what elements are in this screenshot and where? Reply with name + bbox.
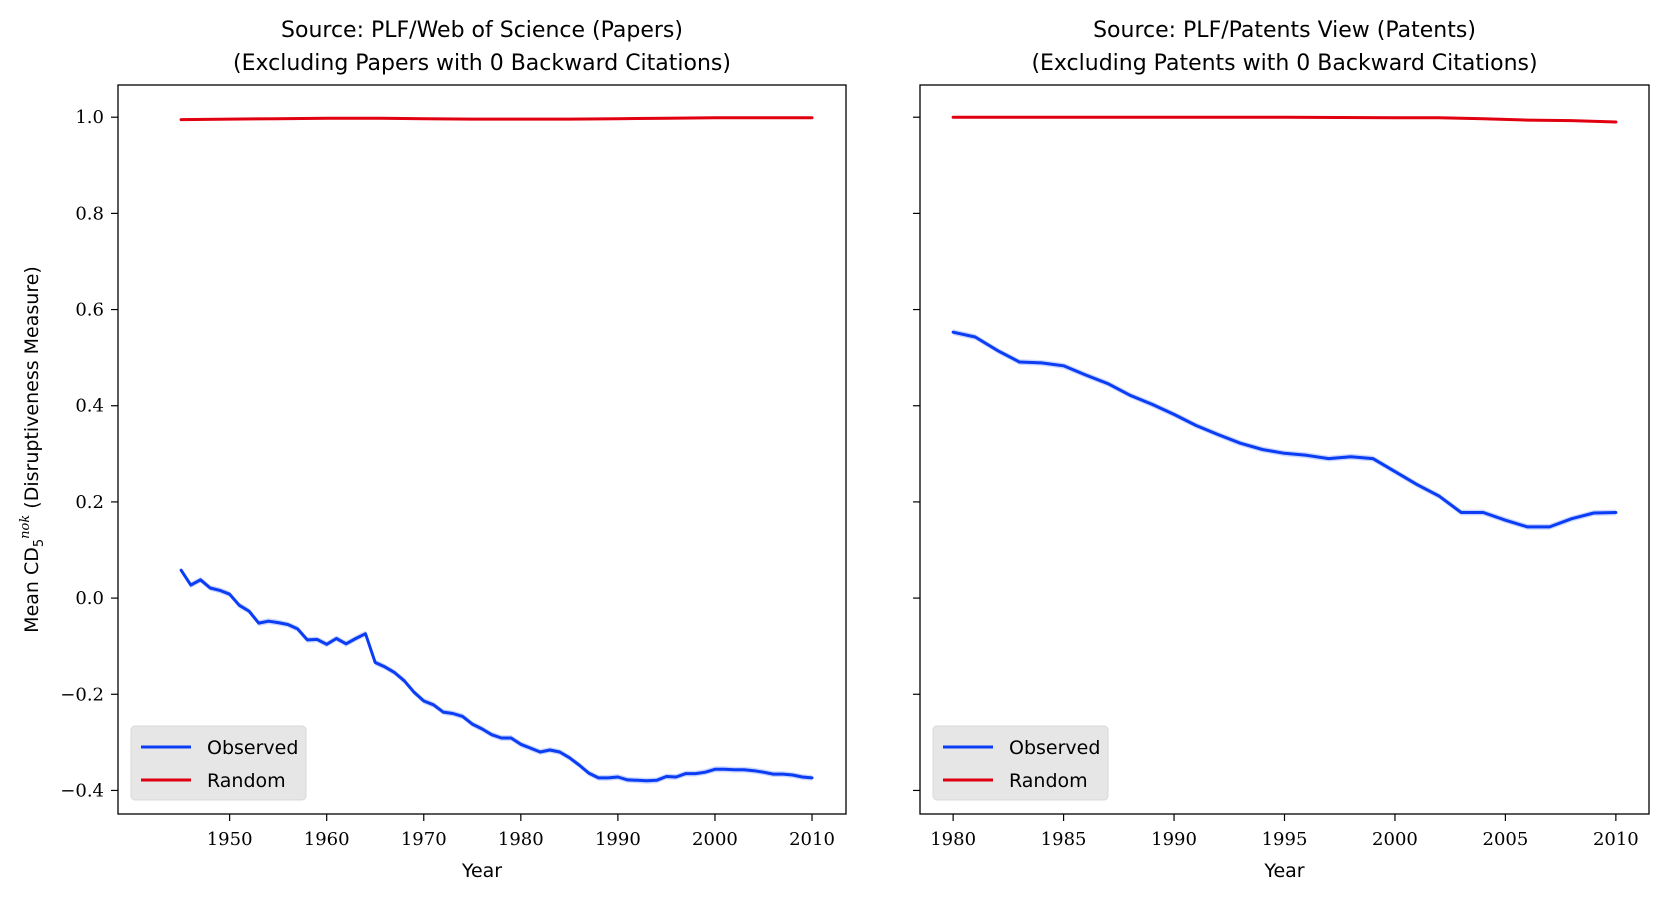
x-tick-label: 2000 [692, 829, 738, 850]
y-tick-label: 0.2 [75, 492, 104, 513]
y-tick-label: 1.0 [75, 107, 104, 128]
series-line-random [951, 115, 1618, 124]
x-tick-label: 2000 [1372, 829, 1418, 850]
legend-label-random: Random [1009, 770, 1088, 792]
y-tick-label: 0.4 [75, 396, 104, 417]
y-axis-label: Mean CD5nok (Disruptiveness Measure) [18, 266, 47, 633]
x-tick-label: 2010 [1593, 829, 1639, 850]
y-tick-label: 0.6 [75, 300, 104, 321]
x-tick-label: 1960 [304, 829, 350, 850]
legend-label-random: Random [207, 770, 286, 792]
y-tick-label: −0.2 [60, 684, 104, 705]
x-axis-label: Year [1263, 860, 1304, 882]
chart-title: Source: PLF/Patents View (Patents) [1093, 18, 1476, 43]
x-tick-label: 1970 [401, 829, 447, 850]
plot-frame [919, 84, 1650, 815]
legend-label-observed: Observed [207, 737, 298, 759]
chart-title: Source: PLF/Web of Science (Papers) [281, 18, 683, 43]
chart-panel-1: 1950 1960 1970 1980 1990 2000 2010 −0.4 −0.2 0.0 0… [18, 18, 847, 882]
x-tick-label: 1980 [498, 829, 544, 850]
y-tick-label: 0.0 [75, 588, 104, 609]
x-tick-label: 2005 [1483, 829, 1529, 850]
x-tick-label: 1995 [1262, 829, 1308, 850]
legend-label-observed: Observed [1009, 737, 1100, 759]
series-line-observed [951, 330, 1618, 529]
x-tick-label: 1985 [1041, 829, 1087, 850]
x-tick-label: 1990 [1151, 829, 1197, 850]
series-line-observed [179, 568, 814, 783]
x-axis-label: Year [461, 860, 502, 882]
series-ci-band-observed [953, 329, 1616, 530]
x-tick-label: 2010 [789, 829, 835, 850]
legend: Observed Random [130, 725, 307, 801]
legend: Observed Random [932, 725, 1109, 801]
series-line-random [179, 116, 814, 122]
chart-panel-2: 1980 1985 1990 1995 2000 2005 2010 Source: PLF/… [913, 18, 1650, 882]
y-tick-label: 0.8 [75, 203, 104, 224]
x-tick-label: 1950 [207, 829, 253, 850]
chart-subtitle: (Excluding Patents with 0 Backward Citat… [1031, 51, 1537, 76]
chart-subtitle: (Excluding Papers with 0 Backward Citati… [233, 51, 731, 76]
plot-frame [117, 84, 847, 815]
y-tick-label: −0.4 [60, 780, 104, 801]
x-tick-label: 1980 [930, 829, 976, 850]
x-tick-label: 1990 [595, 829, 641, 850]
